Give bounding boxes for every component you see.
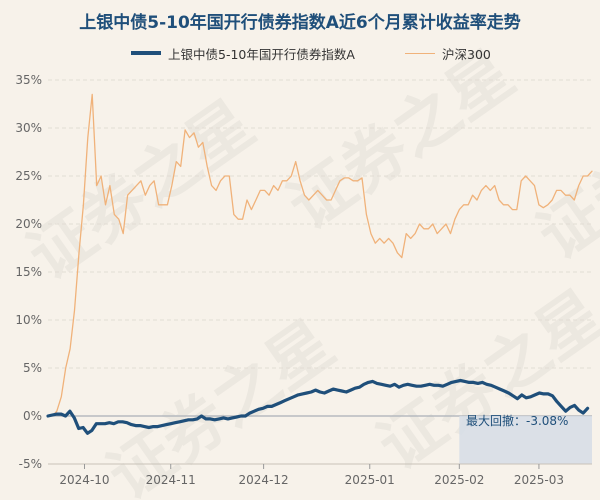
x-tick-label: 2024-12 <box>239 473 289 487</box>
x-tick-label: 2025-01 <box>345 473 395 487</box>
drawdown-area <box>459 416 592 464</box>
series-line-fund <box>46 378 590 435</box>
legend-label-index[interactable]: 沪深300 <box>442 47 491 62</box>
series-line-index <box>47 93 593 417</box>
chart-legend: 上银中债5-10年国开行债券指数A 沪深300 <box>0 44 600 64</box>
max-drawdown-annotation: 最大回撤：-3.08% <box>466 414 569 428</box>
y-tick-label: 30% <box>15 121 42 135</box>
y-tick-label: 35% <box>15 73 42 87</box>
grid-lines <box>48 79 592 465</box>
x-tick-label: 2024-10 <box>59 473 109 487</box>
y-tick-label: 25% <box>15 169 42 183</box>
x-tick-label: 2025-02 <box>434 473 484 487</box>
x-tick-label: 2024-11 <box>146 473 196 487</box>
y-tick-label: 10% <box>15 313 42 327</box>
y-tick-label: 0% <box>23 409 42 423</box>
legend-swatch-fund <box>131 51 161 55</box>
chart-title: 上银中债5-10年国开行债券指数A近6个月累计收益率走势 <box>79 13 521 33</box>
axes: -5% 0% 5% 10% 15% 20% 25% 30% 35% 2024-10 2024-11 2… <box>15 73 592 487</box>
drawdown-shade <box>459 416 592 464</box>
legend-label-fund[interactable]: 上银中债5-10年国开行债券指数A <box>168 47 355 62</box>
y-tick-label: 15% <box>15 265 42 279</box>
series-lines <box>46 93 593 435</box>
y-tick-label: 5% <box>23 361 42 375</box>
x-tick-label: 2025-03 <box>514 473 564 487</box>
legend-swatch-index <box>405 53 435 54</box>
y-tick-label: 20% <box>15 217 42 231</box>
y-tick-label: -5% <box>19 457 42 471</box>
